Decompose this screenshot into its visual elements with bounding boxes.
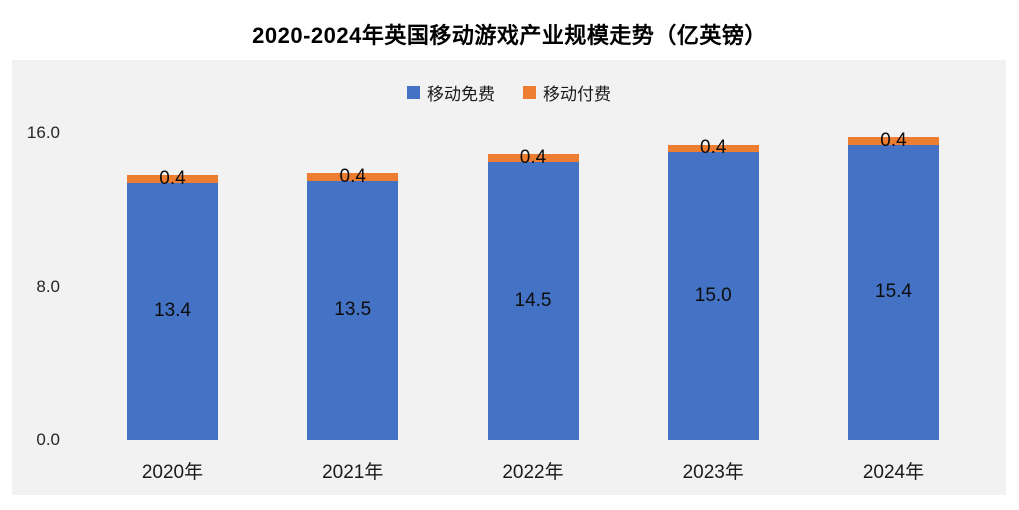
chart-title: 2020-2024年英国移动游戏产业规模走势（亿英镑） (252, 23, 767, 48)
bar-segment-paid (848, 136, 939, 145)
y-tick-label: 8.0 (36, 276, 60, 296)
legend-label: 移动免费 (427, 85, 495, 104)
chart-panel: 移动免费 移动付费 0.0 8.0 16.0 0.4 13.4 2020年 0.4 13.5 20… (12, 60, 1006, 495)
bar-segment-free (848, 144, 939, 440)
bar-segment-paid (127, 175, 218, 183)
bar-value-label-paid: 0.4 (159, 168, 186, 190)
bar-value-label-paid: 0.4 (339, 166, 366, 188)
bar-segment-paid (667, 144, 759, 153)
bar-value-label-paid: 0.4 (880, 129, 907, 151)
legend-swatch-icon (523, 86, 536, 99)
bar-2023年 (667, 144, 759, 440)
legend-item: 移动免费 (407, 80, 495, 105)
bar-value-label-free: 13.5 (334, 299, 372, 321)
legend-swatch-icon (407, 86, 420, 99)
bar-value-label-free: 14.5 (514, 289, 552, 311)
x-axis-label: 2021年 (322, 462, 384, 483)
legend-item: 移动付费 (523, 80, 611, 105)
bar-value-label-free: 15.4 (875, 281, 912, 303)
bar-segment-paid (487, 154, 579, 162)
bar-segment-paid (307, 173, 399, 181)
bar-value-label-paid: 0.4 (700, 137, 727, 159)
x-axis-label: 2022年 (502, 462, 564, 483)
x-axis-label: 2024年 (862, 462, 925, 483)
bar-2021年 (307, 173, 399, 440)
legend: 移动免费 移动付费 (12, 80, 1006, 105)
bar-value-label-paid: 0.4 (519, 146, 547, 168)
bar-2024年 (848, 136, 939, 440)
bar-segment-free (307, 180, 399, 440)
bar-2022年 (487, 154, 579, 440)
y-tick-label: 0.0 (36, 430, 60, 449)
x-axis-label: 2020年 (141, 462, 204, 483)
bar-value-label-free: 13.4 (154, 300, 191, 322)
legend-label: 移动付费 (543, 85, 611, 104)
x-axis-label: 2023年 (682, 462, 744, 483)
bar-segment-free (667, 152, 759, 440)
bar-value-label-free: 15.0 (694, 285, 732, 307)
bar-2020年 (127, 175, 218, 440)
bar-segment-free (127, 182, 218, 440)
y-tick-label: 16.0 (26, 123, 60, 142)
bar-segment-free (487, 161, 579, 440)
